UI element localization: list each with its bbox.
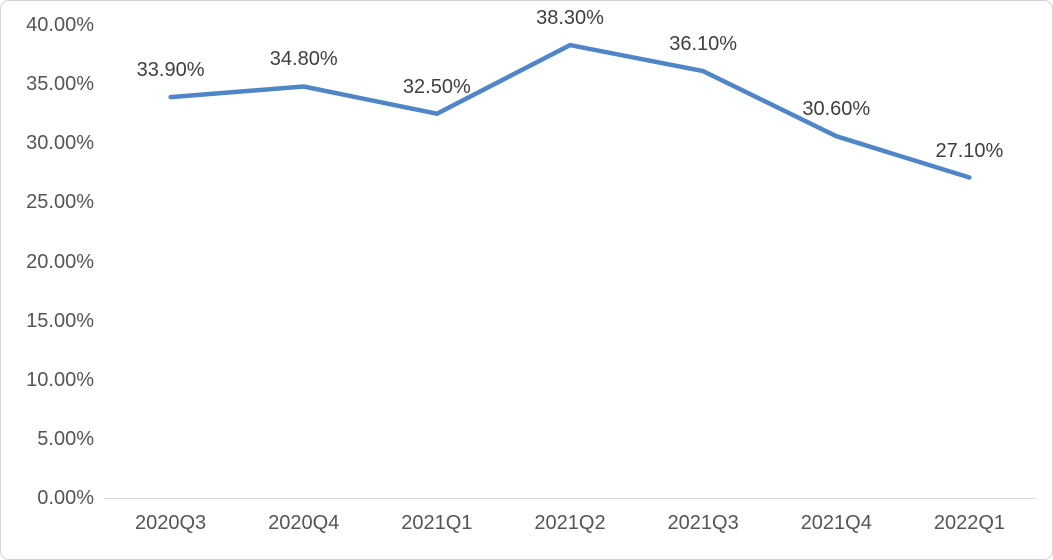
x-axis-category-label: 2021Q3: [667, 512, 739, 534]
point-data-label: 32.50%: [402, 75, 471, 98]
point-data-label: 27.10%: [935, 139, 1004, 162]
x-axis-category-label: 2021Q2: [534, 512, 606, 534]
series-line: [168, 42, 972, 180]
y-axis-tick-label: 30.00%: [26, 132, 94, 155]
y-axis-tick-label: 40.00%: [26, 14, 94, 36]
y-axis-tick-label: 35.00%: [26, 73, 94, 96]
x-axis-category-label: 2021Q4: [800, 512, 872, 534]
x-axis-line: [104, 498, 1036, 499]
point-data-label: 36.10%: [669, 33, 738, 56]
y-axis-tick-label: 15.00%: [26, 309, 94, 332]
y-axis-tick-label: 5.00%: [37, 427, 94, 450]
x-axis-category-label: 2021Q1: [401, 512, 473, 534]
x-axis-category-label: 2020Q4: [268, 512, 340, 534]
point-data-label: 33.90%: [136, 59, 205, 82]
point-data-label: 34.80%: [269, 48, 338, 71]
x-axis-category-label: 2022Q1: [933, 512, 1005, 534]
x-axis-category-label: 2020Q3: [134, 512, 207, 534]
y-axis-tick-label: 0.00%: [37, 487, 94, 509]
point-data-label: 38.30%: [536, 7, 604, 30]
y-axis-tick-label: 25.00%: [26, 191, 94, 214]
y-axis-tick-label: 20.00%: [26, 250, 94, 273]
point-data-label: 30.60%: [802, 98, 871, 121]
y-axis-tick-label: 10.00%: [26, 368, 94, 391]
